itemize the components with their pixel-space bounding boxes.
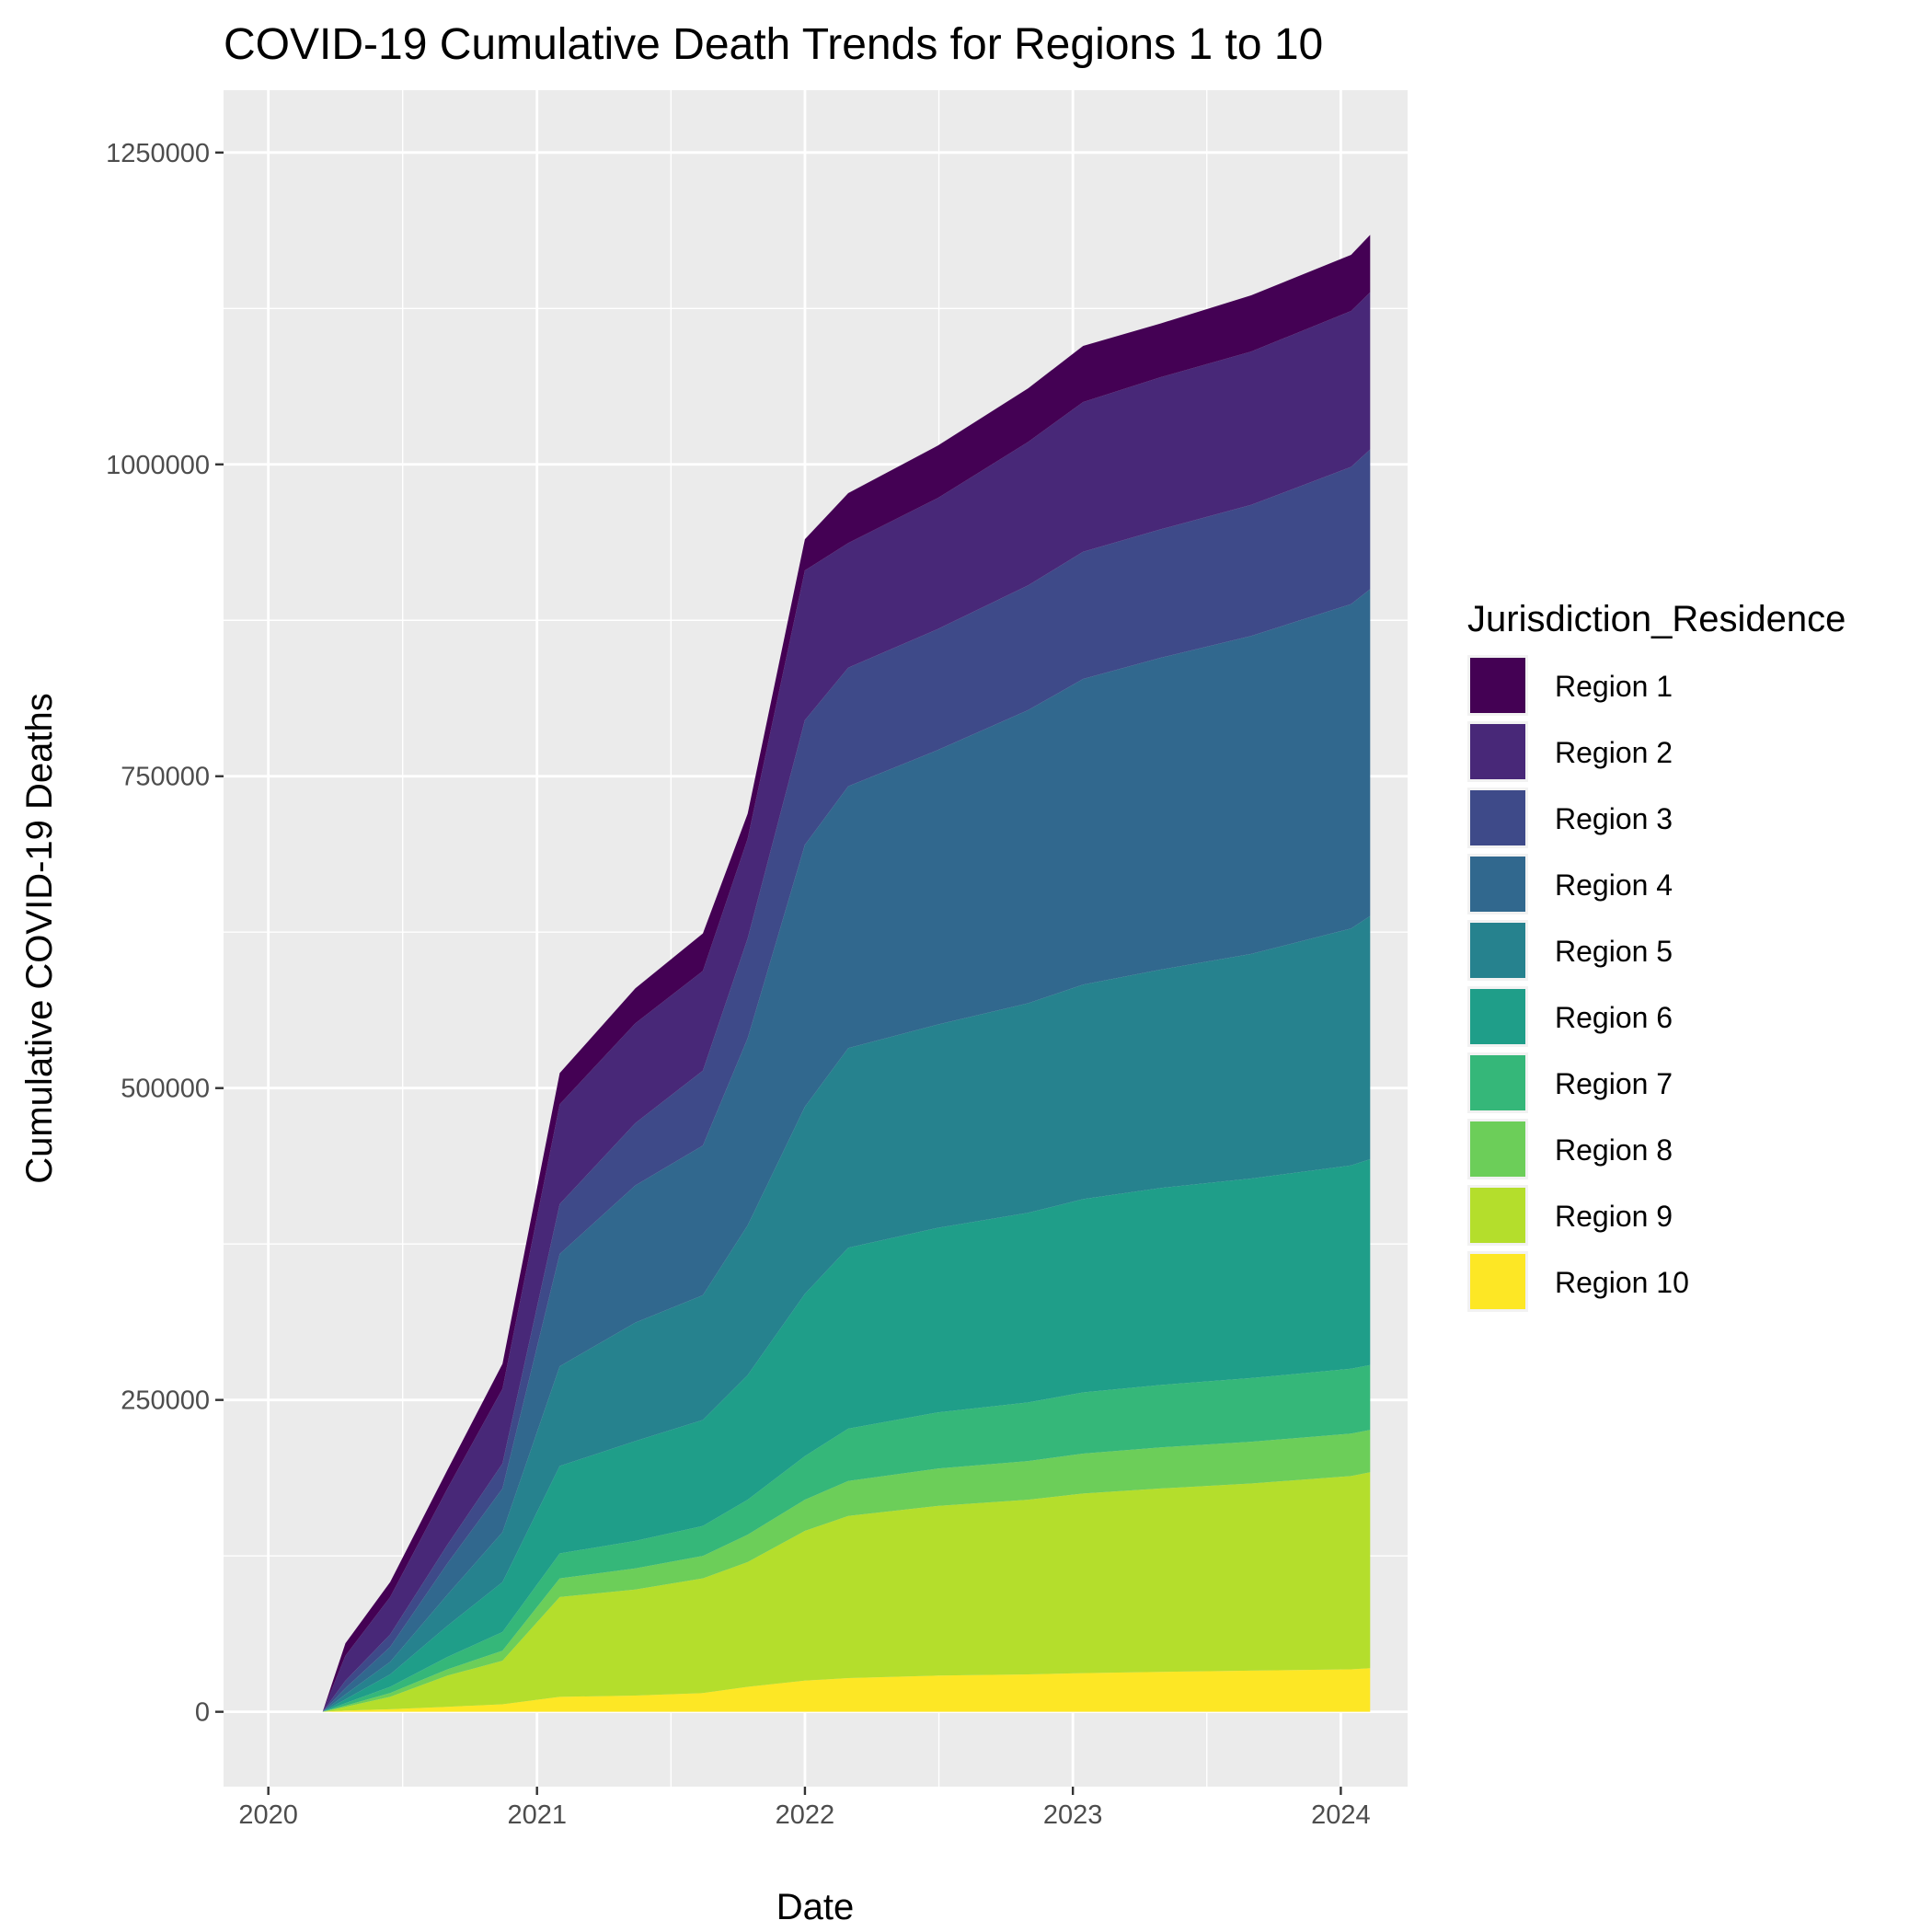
x-tick-label: 2020 [238, 1800, 298, 1830]
area-series [322, 235, 1371, 1712]
area-region-2 [322, 292, 1371, 1712]
legend-swatch-region-4 [1470, 857, 1525, 912]
legend-swatch-region-8 [1470, 1121, 1525, 1177]
legend-label-region-9: Region 9 [1555, 1200, 1673, 1233]
y-tick-label: 0 [195, 1698, 210, 1728]
legend-label-region-5: Region 5 [1555, 935, 1673, 968]
legend-label-region-2: Region 2 [1555, 736, 1673, 769]
legend-swatch-region-1 [1470, 658, 1525, 713]
y-tick-label: 500000 [121, 1075, 210, 1104]
area-region-10 [322, 1668, 1371, 1712]
y-axis-title: Cumulative COVID-19 Deaths [19, 693, 60, 1184]
legend-swatch-region-6 [1470, 989, 1525, 1044]
x-tick-label: 2024 [1311, 1800, 1371, 1830]
legend-swatch-region-10 [1470, 1254, 1525, 1309]
y-tick-label: 1250000 [106, 139, 210, 168]
area-region-3 [322, 449, 1371, 1712]
legend-title: Jurisdiction_Residence [1467, 599, 1846, 639]
area-region-6 [322, 1159, 1371, 1712]
legend-label-region-4: Region 4 [1555, 868, 1673, 902]
area-region-9 [322, 1472, 1371, 1712]
chart-title: COVID-19 Cumulative Death Trends for Reg… [224, 20, 1323, 69]
legend-label-region-6: Region 6 [1555, 1001, 1673, 1034]
legend-swatch-region-5 [1470, 923, 1525, 978]
area-region-1 [322, 235, 1371, 1712]
y-tick-label: 1000000 [106, 451, 210, 480]
legend-swatch-region-2 [1470, 724, 1525, 779]
area-region-4 [322, 589, 1371, 1712]
legend-label-region-8: Region 8 [1555, 1133, 1673, 1167]
x-axis-title: Date [776, 1887, 855, 1927]
legend-label-region-3: Region 3 [1555, 802, 1673, 835]
legend-label-region-7: Region 7 [1555, 1067, 1673, 1100]
legend-swatch-region-7 [1470, 1055, 1525, 1110]
x-tick-label: 2022 [776, 1800, 835, 1830]
legend-label-region-10: Region 10 [1555, 1266, 1689, 1299]
legend-swatch-region-9 [1470, 1188, 1525, 1243]
legend-label-region-1: Region 1 [1555, 670, 1673, 703]
x-tick-label: 2023 [1043, 1800, 1103, 1830]
legend: Region 1 Region 2 Region 3 Region 4 Region 5… [1467, 655, 1689, 1312]
area-region-5 [322, 915, 1371, 1712]
area-region-7 [322, 1364, 1371, 1712]
area-region-8 [322, 1430, 1371, 1712]
axis-ticks: 0 250000 500000 750000 1000000 1250000 2020 202… [106, 139, 1371, 1830]
legend-swatch-region-3 [1470, 790, 1525, 845]
y-tick-label: 750000 [121, 763, 210, 792]
y-tick-label: 250000 [121, 1386, 210, 1416]
x-tick-label: 2021 [507, 1800, 567, 1830]
